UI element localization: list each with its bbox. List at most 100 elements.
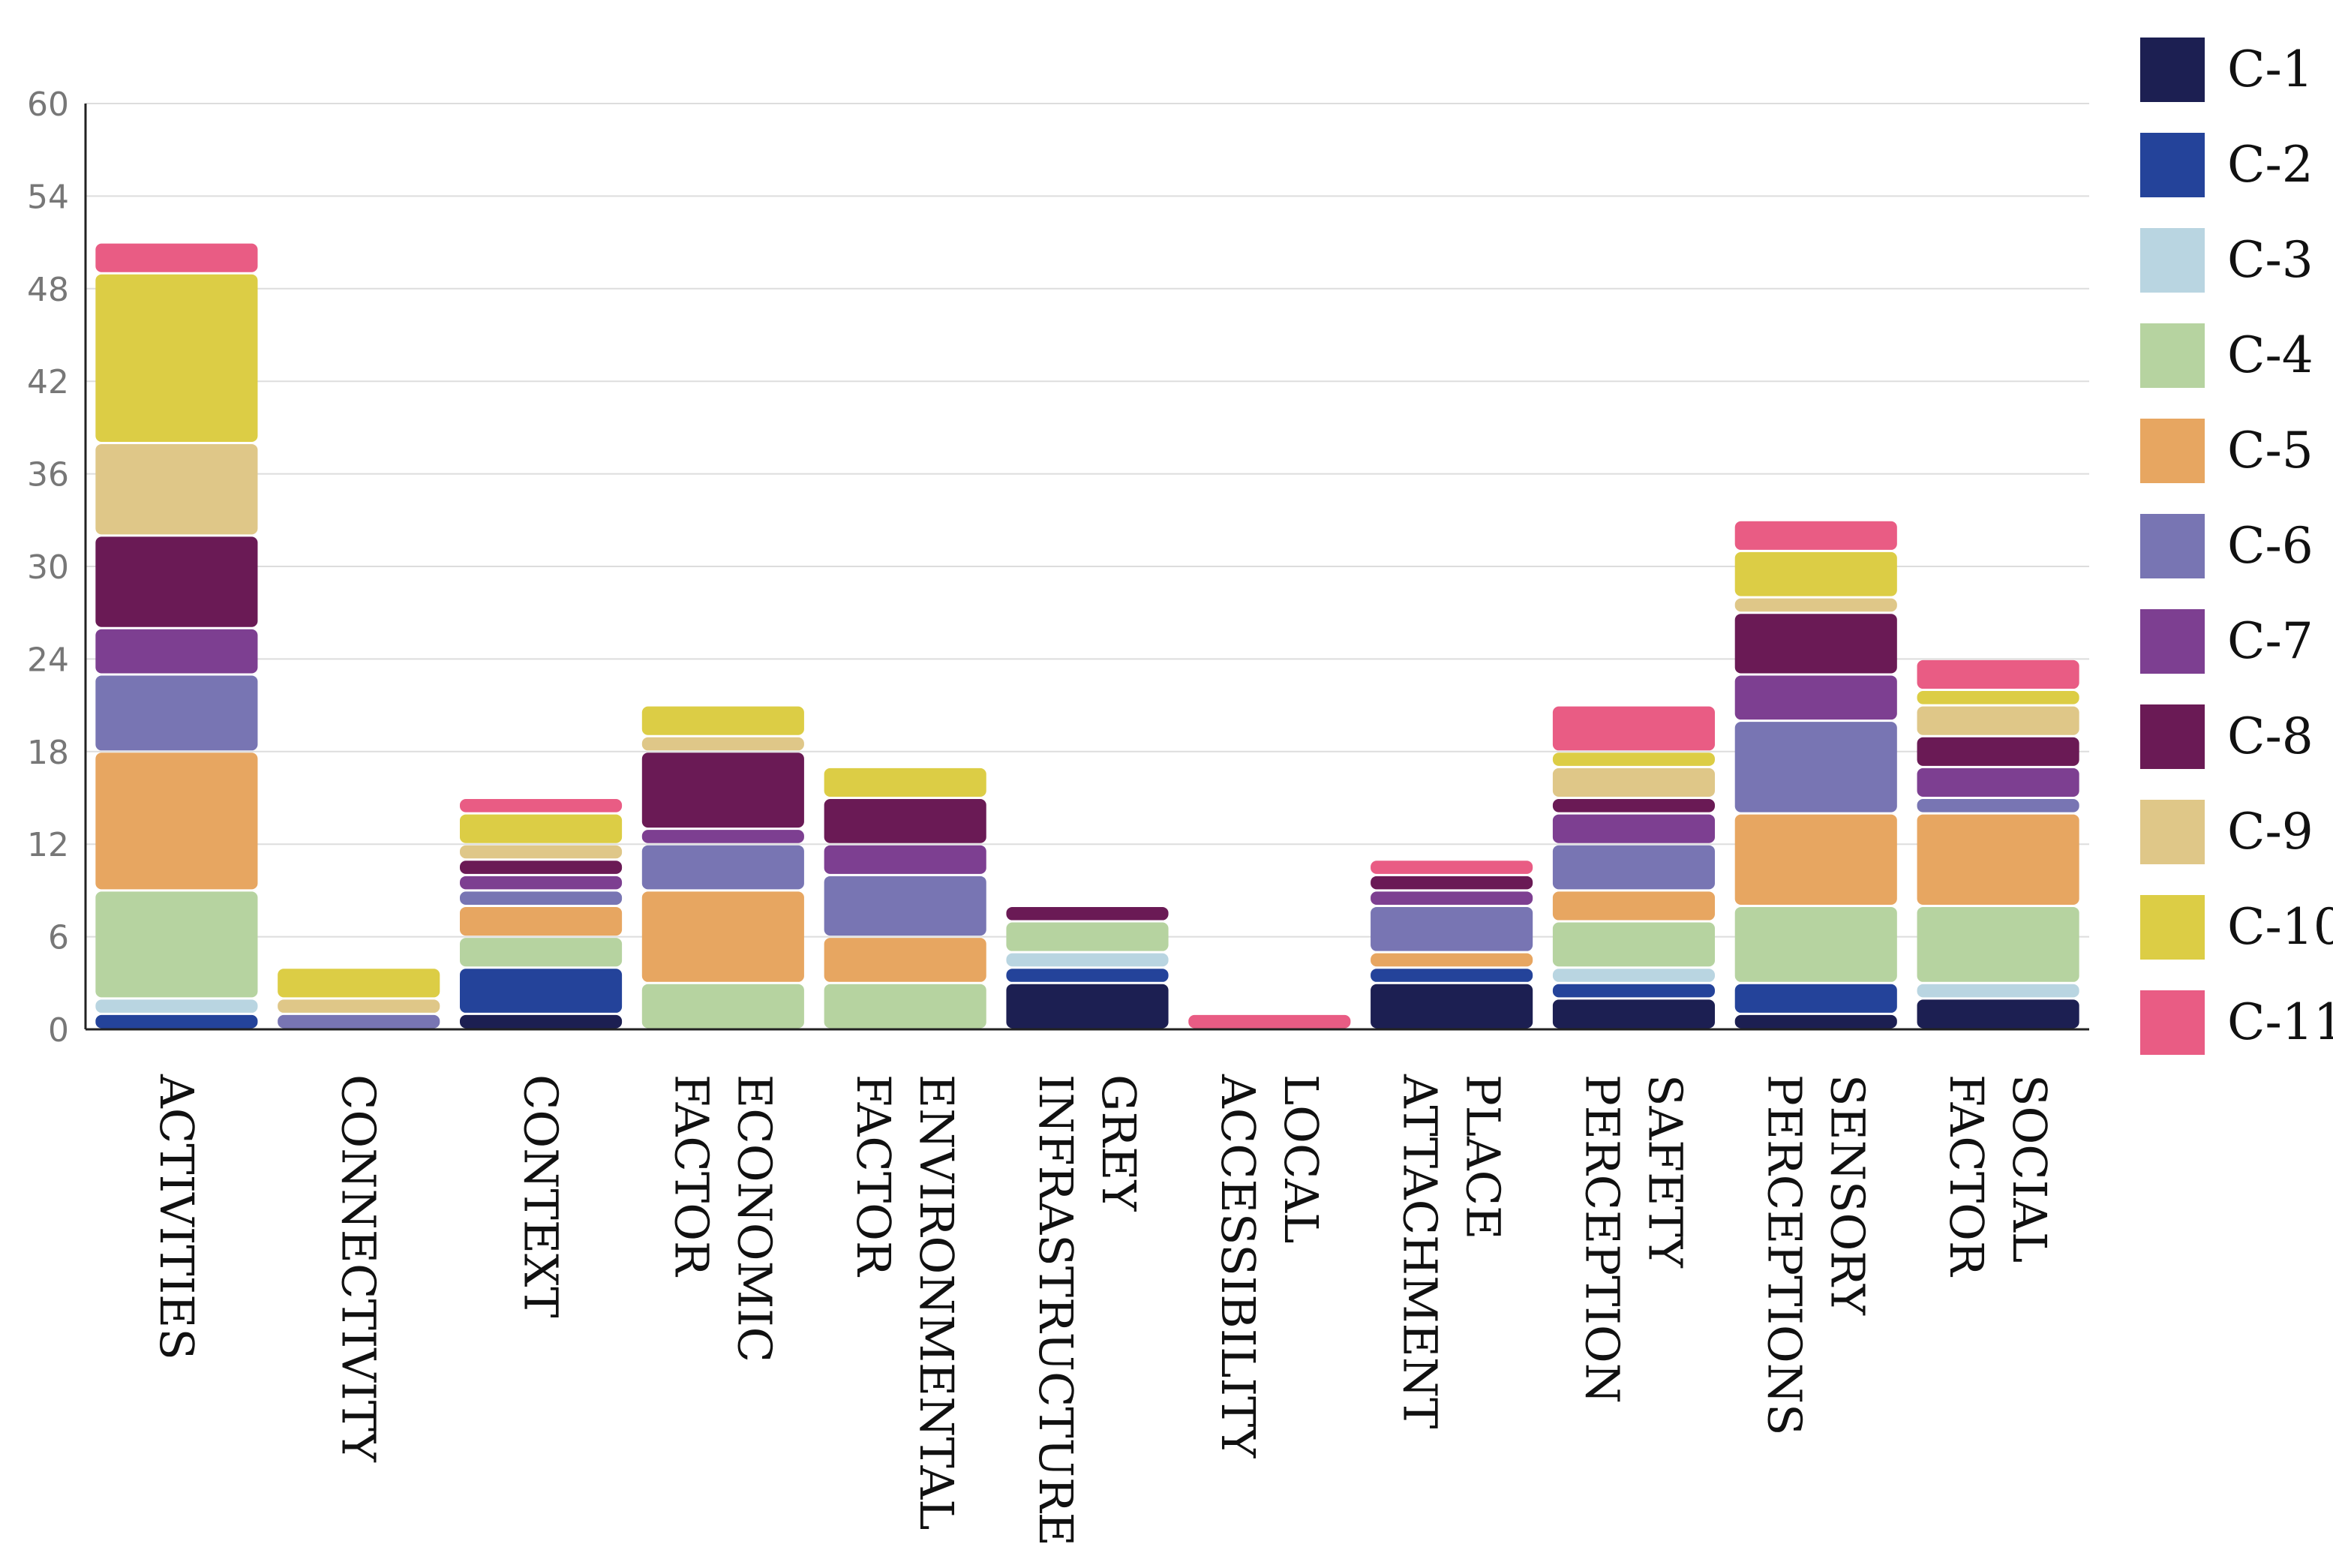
legend-label: C-2	[2227, 136, 2313, 194]
y-tick-label: 60	[27, 86, 69, 124]
bar-segment-c-7	[1552, 814, 1716, 843]
bar-segment-c-2	[1371, 969, 1533, 982]
y-tick-label: 36	[27, 456, 69, 494]
bar-segment-c-6	[1371, 906, 1533, 951]
legend-label: C-6	[2227, 517, 2313, 575]
bar-segment-c-7	[459, 876, 623, 890]
legend-label: C-11	[2227, 993, 2333, 1051]
legend-swatch-c-11	[2140, 990, 2205, 1055]
bar-segment-c-10	[824, 767, 986, 797]
bar-segment-c-5	[1917, 814, 2079, 905]
legend-swatch-c-1	[2140, 38, 2205, 102]
bar-segment-c-10	[641, 706, 804, 735]
legend-label: C-3	[2227, 231, 2313, 289]
bar-segment-c-9	[459, 845, 623, 859]
bar-segment-c-8	[1552, 799, 1716, 813]
bar-segment-c-3	[1552, 969, 1716, 982]
bar-segment-c-8	[1917, 737, 2079, 766]
bar-segment-c-2	[1006, 969, 1169, 982]
bar-segment-c-1	[1917, 999, 2079, 1029]
bar-segment-c-2	[1552, 984, 1716, 998]
bar-segment-c-5	[824, 938, 986, 982]
bar-segment-c-11	[1552, 706, 1716, 751]
x-category-label: ACCESSIBILITY	[1211, 1074, 1266, 1458]
x-category-label: PERCEPTION	[1575, 1074, 1629, 1404]
x-category-label: SAFETY	[1638, 1074, 1692, 1269]
bar-segment-c-5	[1552, 891, 1716, 921]
bar-segment-c-5	[459, 906, 623, 936]
legend-swatch-c-8	[2140, 704, 2205, 769]
bar-segment-c-11	[1371, 861, 1533, 874]
legend-swatch-c-5	[2140, 419, 2205, 483]
bar-segment-c-1	[1371, 984, 1533, 1029]
bar-segment-c-7	[1917, 767, 2079, 797]
y-tick-label: 12	[27, 826, 69, 864]
y-tick-label: 30	[27, 548, 69, 587]
x-category-label: ACTIVITIES	[149, 1074, 204, 1360]
bar-segment-c-7	[824, 845, 986, 874]
bar-segment-c-3	[1006, 953, 1169, 967]
x-category-label: FACTOR	[1939, 1074, 1994, 1278]
x-category-labels: ACTIVITIES CONNECTIVITY CONTEXT ECONOMICFAC…	[149, 1074, 2057, 1546]
bar-segment-c-10	[95, 274, 258, 442]
legend-label: C-1	[2227, 41, 2313, 98]
y-tick-label: 0	[48, 1011, 69, 1050]
bar-segment-c-6	[95, 675, 258, 751]
bar-segment-c-3	[1917, 984, 2079, 998]
bar-segment-c-4	[641, 984, 804, 1029]
bar-segment-c-4	[1917, 906, 2079, 982]
bar-segment-c-1	[459, 1014, 623, 1029]
legend-swatch-c-10	[2140, 895, 2205, 960]
legend-label: C-10	[2227, 898, 2333, 956]
y-tick-labels: 0 6 12 18 24 30 36 42 48 54 60	[27, 86, 69, 1050]
x-category-label: SENSORY	[1820, 1074, 1875, 1316]
bar-segment-c-4	[1006, 922, 1169, 951]
y-tick-label: 54	[27, 178, 69, 216]
bar-segment-c-8	[95, 536, 258, 627]
bar-segment-c-11	[1734, 521, 1897, 550]
bar-segment-c-4	[459, 938, 623, 967]
x-category-label: ECONOMIC	[727, 1074, 782, 1362]
legend-swatch-c-9	[2140, 800, 2205, 864]
bar-segment-c-9	[95, 443, 258, 535]
legend-swatch-c-2	[2140, 133, 2205, 197]
bar-segment-c-9	[1552, 767, 1716, 797]
gridlines	[86, 103, 2089, 938]
legend-swatch-c-7	[2140, 609, 2205, 674]
x-category-label: PERCEPTIONS	[1757, 1074, 1812, 1435]
bar-segment-c-2	[459, 969, 623, 1013]
bar-segment-c-10	[1734, 551, 1897, 596]
bar-segment-c-10	[459, 814, 623, 843]
bar-segment-c-1	[1006, 984, 1169, 1029]
bar-segment-c-3	[95, 999, 258, 1013]
x-category-label: PLACE	[1456, 1074, 1511, 1239]
bar-segment-c-5	[95, 752, 258, 890]
x-category-label: FACTOR	[846, 1074, 901, 1278]
x-category-label: ATTACHMENT	[1393, 1074, 1448, 1428]
bar-segment-c-10	[1917, 691, 2079, 704]
legend-label: C-7	[2227, 612, 2313, 670]
bar-segment-c-2	[1734, 984, 1897, 1013]
bar-segment-c-4	[1734, 906, 1897, 982]
legend-label: C-5	[2227, 422, 2313, 479]
bar-segment-c-4	[95, 891, 258, 998]
x-category-label: CONTEXT	[514, 1074, 569, 1318]
x-category-label: ENVIRONMENTAL	[909, 1074, 964, 1530]
legend: C-1 C-2 C-3 C-4 C-5 C-6 C-7 C-8 C-9 C-10 C-11	[2140, 38, 2333, 1055]
x-category-label: SOCIAL	[2002, 1074, 2057, 1263]
y-tick-label: 24	[27, 641, 69, 679]
bar-segment-c-2	[95, 1014, 258, 1029]
bar-segment-c-1	[1734, 1014, 1897, 1029]
x-category-label: FACTOR	[664, 1074, 719, 1278]
y-tick-label: 42	[27, 363, 69, 401]
bar-segment-c-9	[278, 999, 440, 1013]
legend-label: C-8	[2227, 707, 2313, 765]
bar-segment-c-6	[278, 1014, 440, 1029]
bar-segment-c-5	[1734, 814, 1897, 905]
bar-segment-c-8	[1734, 614, 1897, 674]
bar-segment-c-1	[1552, 999, 1716, 1029]
bar-segment-c-10	[278, 969, 440, 998]
bar-segment-c-6	[824, 876, 986, 936]
